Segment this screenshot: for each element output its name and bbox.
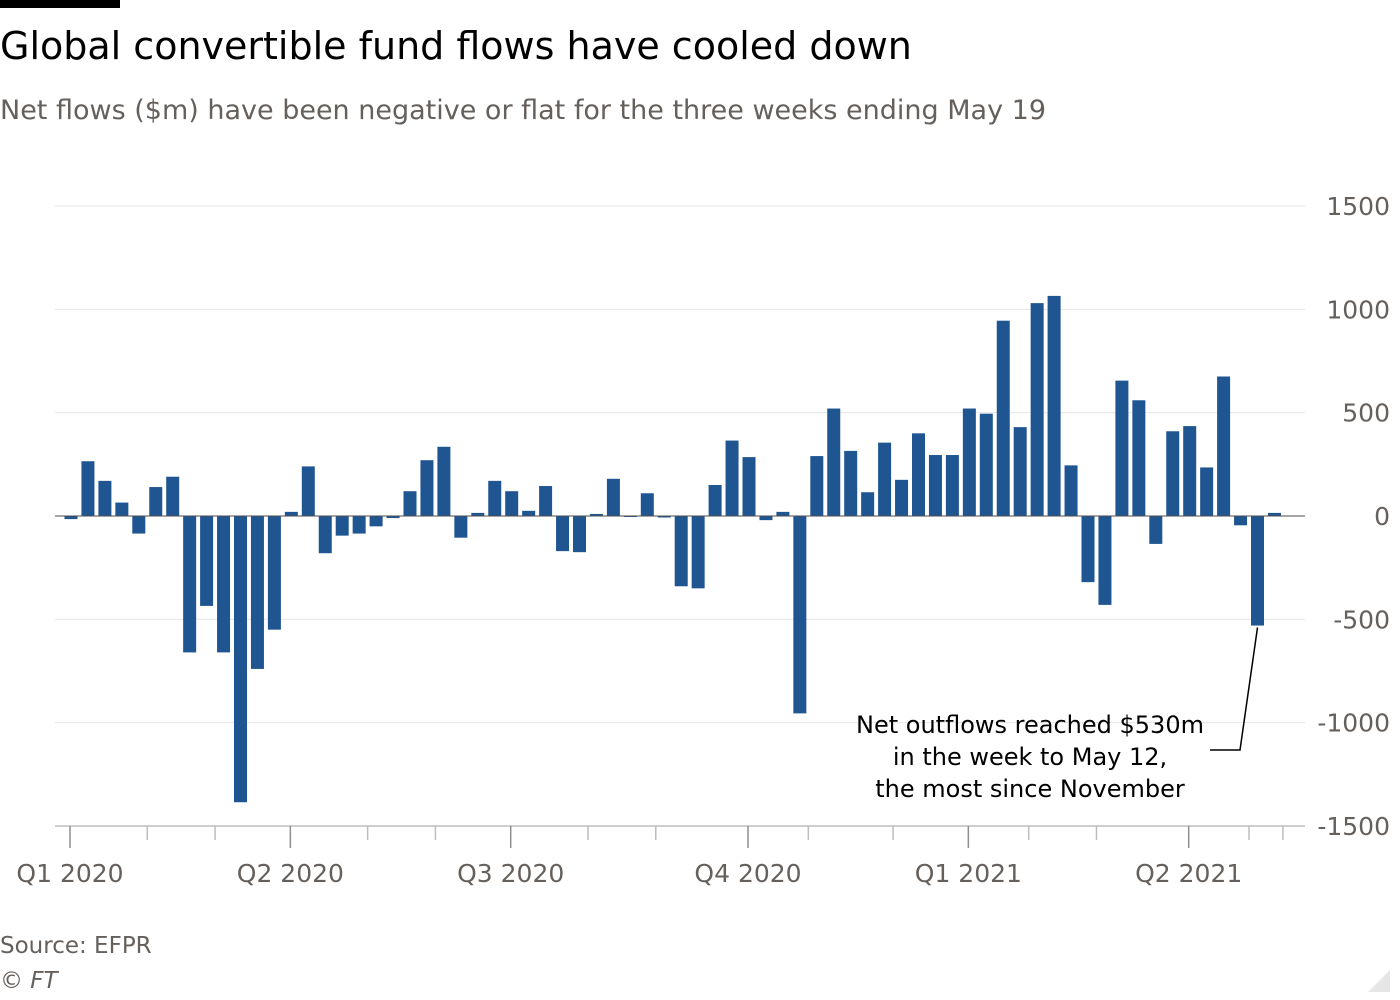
bar	[1267, 512, 1281, 516]
bar	[1115, 380, 1129, 516]
chart-subtitle: Net flows ($m) have been negative or fla…	[0, 95, 1046, 126]
bar	[962, 408, 976, 516]
bar	[1234, 516, 1248, 526]
bar	[912, 433, 925, 516]
bar	[352, 516, 366, 534]
bar	[234, 516, 247, 803]
bar	[217, 516, 231, 653]
annotation-text: in the week to May 12,	[893, 743, 1167, 771]
bar	[928, 455, 942, 516]
x-tick-label: Q1 2021	[915, 859, 1022, 888]
bar	[1132, 400, 1146, 516]
bar	[861, 492, 875, 516]
bar-chart: 1500 1000 500 0 -500 -1000 -1500 Q1 2020 Q2 2020…	[16, 192, 1390, 888]
bar	[691, 516, 705, 589]
bar	[827, 408, 841, 516]
x-tick-label: Q2 2021	[1135, 859, 1242, 888]
bar	[1013, 427, 1027, 516]
bar	[895, 479, 909, 516]
bar	[1064, 465, 1078, 516]
bar	[539, 486, 553, 516]
x-tick-label: Q2 2020	[237, 859, 344, 888]
y-tick-label: 0	[1374, 502, 1390, 531]
bar	[606, 478, 620, 516]
bar	[810, 456, 824, 516]
annotation-text: the most since November	[875, 775, 1185, 803]
bar	[1200, 467, 1214, 516]
bar	[556, 516, 570, 552]
bar	[115, 502, 129, 516]
bar	[657, 516, 671, 518]
bar	[318, 516, 332, 554]
bar	[81, 461, 95, 516]
y-tick-label: 1500	[1326, 192, 1390, 221]
bar	[1098, 516, 1112, 605]
bar	[979, 413, 993, 516]
bar	[522, 510, 536, 516]
y-tick-label: -1500	[1317, 812, 1390, 841]
bar	[98, 480, 112, 516]
bar	[505, 491, 519, 516]
bar	[1030, 303, 1044, 516]
x-tick-label: Q1 2020	[16, 859, 123, 888]
bar	[793, 516, 807, 714]
bar	[725, 440, 739, 516]
bar	[386, 516, 400, 519]
bar	[1149, 516, 1163, 544]
bar	[132, 516, 146, 534]
ft-credit: © FT	[0, 968, 58, 994]
bar	[301, 466, 315, 516]
y-tick-label: 1000	[1326, 295, 1390, 324]
y-tick-label: 500	[1342, 399, 1390, 428]
bar	[149, 487, 163, 516]
bar	[1183, 426, 1197, 516]
bar	[776, 511, 790, 516]
bar	[420, 460, 434, 516]
bar	[1251, 516, 1264, 626]
bar	[996, 320, 1010, 516]
bar	[759, 516, 773, 521]
bar	[1081, 516, 1095, 583]
x-tick-label: Q4 2020	[694, 859, 801, 888]
bar	[166, 476, 180, 516]
x-tick-label: Q3 2020	[457, 859, 564, 888]
bar	[64, 516, 78, 520]
bar	[183, 516, 197, 653]
corner-fold-icon	[1368, 970, 1390, 992]
annotation-text: Net outflows reached $530m	[856, 711, 1204, 739]
annotation-leader-line	[1210, 627, 1259, 751]
bar	[437, 446, 451, 516]
bar	[369, 516, 383, 527]
bar	[488, 480, 502, 516]
bar	[589, 513, 603, 516]
bar	[284, 511, 298, 516]
bar	[708, 485, 722, 516]
bar	[1217, 376, 1231, 516]
bar	[1166, 431, 1180, 516]
bar	[640, 493, 654, 516]
bar	[945, 455, 959, 516]
bar	[878, 442, 892, 516]
source-note: Source: EFPR	[0, 933, 152, 959]
bar	[573, 516, 586, 553]
bar	[454, 516, 468, 538]
bar	[1047, 295, 1061, 516]
y-tick-label: -500	[1333, 605, 1390, 634]
y-tick-label: -1000	[1317, 709, 1390, 738]
bar	[200, 516, 214, 606]
bar	[267, 516, 281, 630]
ft-top-bar	[0, 0, 120, 8]
bar	[471, 512, 485, 516]
bar	[844, 450, 858, 516]
chart-title: Global convertible fund flows have coole…	[0, 24, 912, 68]
bar	[742, 457, 756, 516]
bar	[335, 516, 349, 536]
bar	[674, 516, 688, 587]
bar	[403, 491, 417, 516]
bar	[250, 516, 264, 669]
